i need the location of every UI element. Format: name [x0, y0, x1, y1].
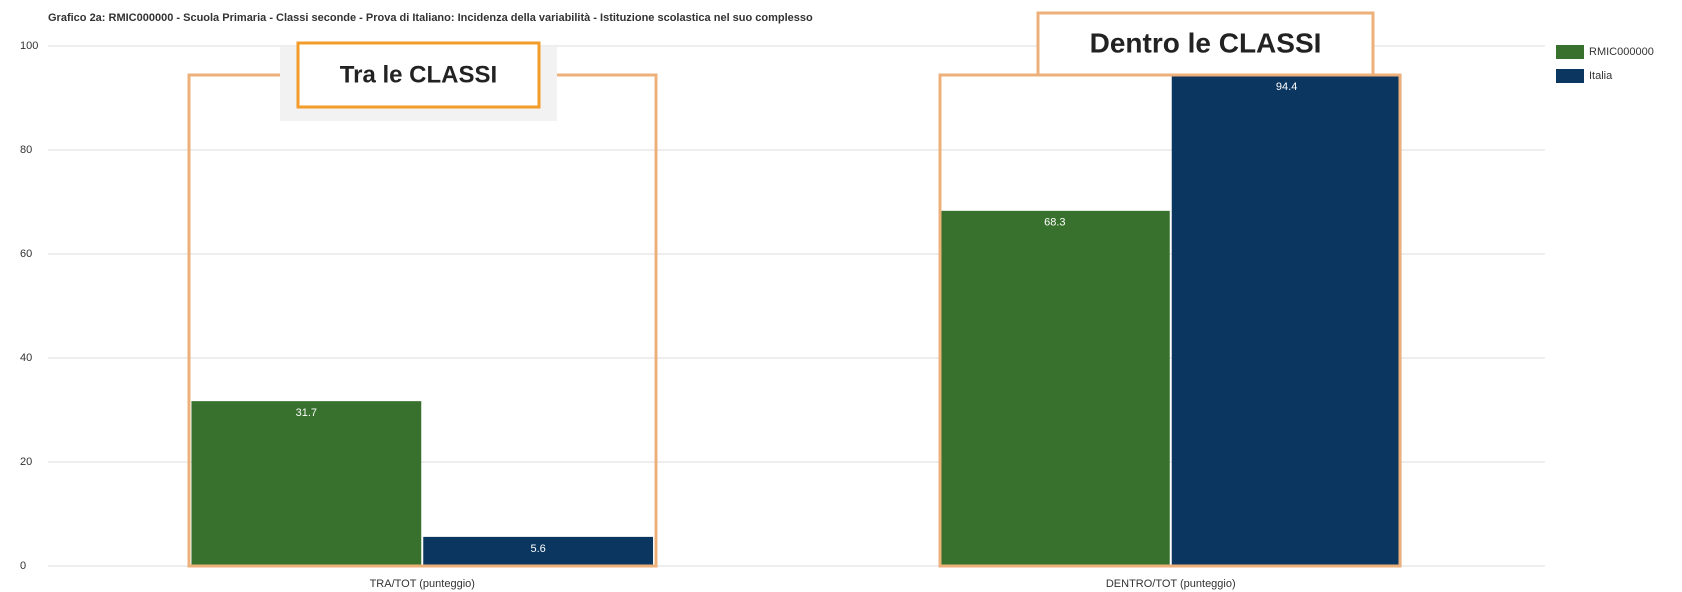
bar	[423, 536, 654, 566]
bar	[939, 210, 1170, 566]
legend-label: RMIC000000	[1589, 46, 1654, 58]
legend-label: Italia	[1589, 70, 1613, 82]
value-label: 68.3	[1044, 217, 1065, 229]
y-tick-label: 80	[20, 144, 32, 156]
annotation-text: Dentro le CLASSI	[1090, 27, 1322, 58]
annotation-box	[296, 41, 541, 109]
x-tick-label: TRA/TOT (punteggio)	[370, 578, 475, 590]
y-tick-label: 0	[20, 560, 26, 572]
value-label: 94.4	[1276, 81, 1297, 93]
chart-title: Grafico 2a: RMIC000000 - Scuola Primaria…	[48, 12, 813, 24]
y-tick-label: 100	[20, 40, 38, 52]
annotation-box	[1036, 11, 1375, 77]
y-tick-label: 40	[20, 352, 32, 364]
y-tick-label: 20	[20, 456, 32, 468]
bar	[191, 401, 422, 566]
x-tick-label: DENTRO/TOT (punteggio)	[1106, 578, 1236, 590]
legend-swatch	[1556, 69, 1584, 83]
y-tick-label: 60	[20, 248, 32, 260]
bar	[1171, 75, 1402, 567]
value-label: 31.7	[296, 407, 317, 419]
legend-swatch	[1556, 45, 1584, 59]
value-label: 5.6	[530, 543, 545, 555]
annotation-text: Tra le CLASSI	[340, 61, 497, 88]
